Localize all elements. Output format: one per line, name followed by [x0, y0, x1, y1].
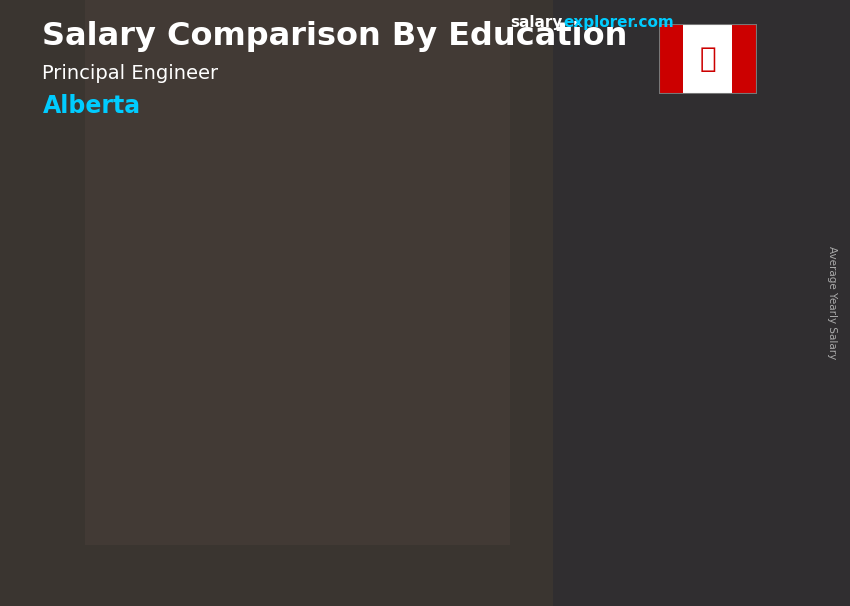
Polygon shape	[325, 308, 349, 527]
Bar	[552, 0, 850, 606]
Text: +77%: +77%	[366, 281, 473, 314]
Text: Average Yearly Salary: Average Yearly Salary	[827, 247, 837, 359]
Text: 139,000 CAD: 139,000 CAD	[482, 150, 612, 168]
Polygon shape	[235, 332, 325, 527]
Text: Principal Engineer: Principal Engineer	[42, 64, 218, 82]
Text: Bachelor's Degree: Bachelor's Degree	[179, 553, 380, 573]
Text: explorer.com: explorer.com	[564, 15, 674, 30]
Bar	[85, 0, 510, 545]
Bar	[659, 24, 683, 94]
Polygon shape	[490, 157, 604, 181]
Text: Alberta: Alberta	[42, 94, 140, 118]
Text: Master's Degree: Master's Degree	[445, 553, 625, 573]
Bar	[683, 24, 732, 94]
Polygon shape	[579, 157, 604, 527]
Text: 78,200 CAD: 78,200 CAD	[221, 301, 339, 319]
Polygon shape	[490, 181, 579, 527]
Text: salary: salary	[510, 15, 563, 30]
Text: 🍁: 🍁	[700, 45, 716, 73]
Text: Salary Comparison By Education: Salary Comparison By Education	[42, 21, 628, 52]
Polygon shape	[235, 308, 349, 332]
Bar	[732, 24, 756, 94]
